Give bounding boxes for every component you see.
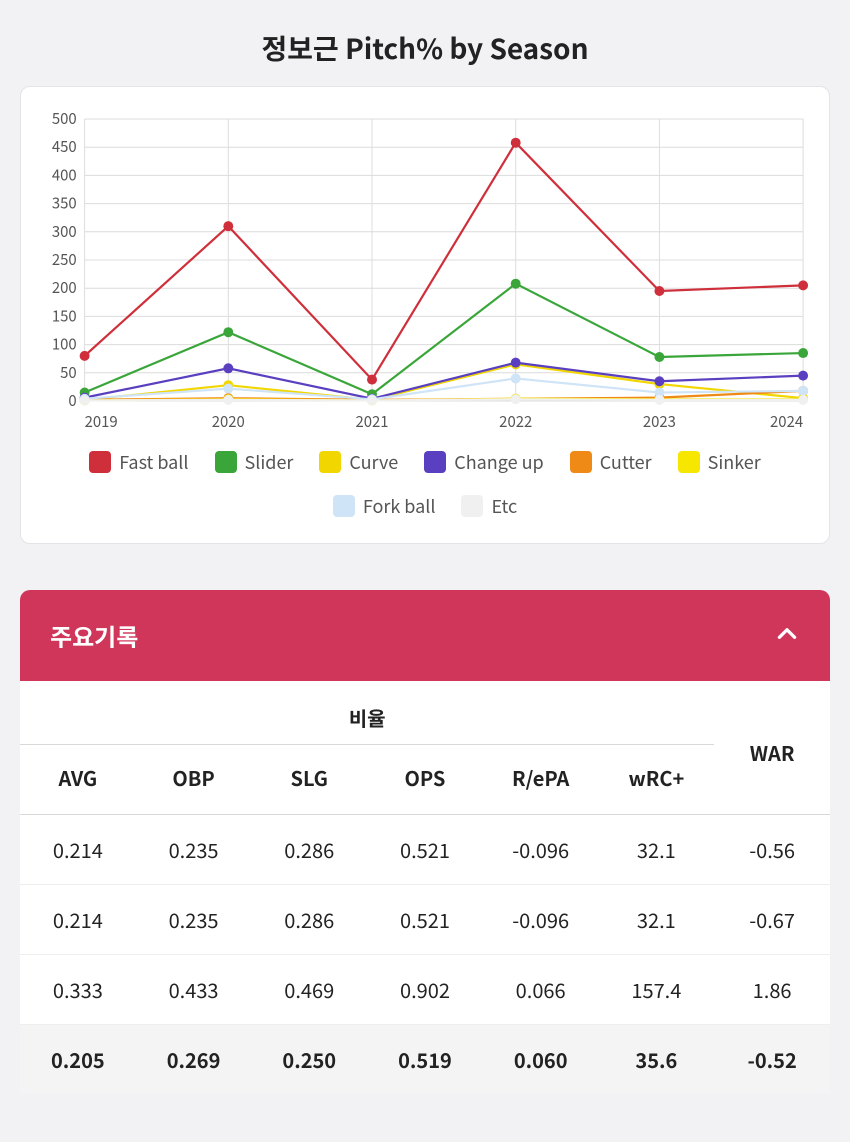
svg-text:2019: 2019 [85,411,118,432]
svg-text:500: 500 [52,108,77,129]
svg-text:300: 300 [52,221,77,242]
legend-swatch [89,451,111,473]
table-cell: 0.214 [20,815,136,885]
table-col-header: R/ePA [483,745,599,815]
stats-panel: 주요기록 비율 WAR AVGOBPSLGOPSR/ePAwRC+ 0.2140… [20,590,830,1094]
table-cell: 0.433 [136,955,252,1025]
stats-panel-title: 주요기록 [50,618,138,653]
table-cell: -0.096 [483,815,599,885]
table-row: 0.2050.2690.2500.5190.06035.6-0.52 [20,1025,830,1095]
legend-label: Fast ball [119,449,188,475]
legend-swatch [319,451,341,473]
table-cell: -0.67 [714,885,830,955]
legend-item[interactable]: Cutter [570,449,652,475]
svg-text:2024: 2024 [770,411,803,432]
legend-item[interactable]: Fork ball [333,493,436,519]
svg-text:2022: 2022 [499,411,532,432]
table-col-header: SLG [251,745,367,815]
table-cell: 0.235 [136,815,252,885]
legend-label: Slider [245,449,294,475]
legend-label: Sinker [708,449,761,475]
table-cell: 0.333 [20,955,136,1025]
legend-item[interactable]: Etc [461,493,517,519]
table-cell: 0.902 [367,955,483,1025]
legend-swatch [570,451,592,473]
table-col-header: OBP [136,745,252,815]
svg-text:50: 50 [60,362,77,383]
legend-swatch [678,451,700,473]
svg-text:100: 100 [52,334,77,355]
table-cell: 0.286 [251,885,367,955]
table-cell: 0.214 [20,885,136,955]
chart-title: 정보근 Pitch% by Season [0,0,850,86]
legend-label: Curve [349,449,398,475]
chart-card: 0 50 100 150 200 250 300 350 400 450 500 2019 2020 20… [20,86,830,544]
svg-text:400: 400 [52,164,77,185]
table-cell: -0.096 [483,885,599,955]
stats-table: 비율 WAR AVGOBPSLGOPSR/ePAwRC+ 0.2140.2350… [20,681,830,1094]
svg-text:450: 450 [52,136,77,157]
table-col-header: wRC+ [599,745,715,815]
table-cell: 1.86 [714,955,830,1025]
legend-item[interactable]: Sinker [678,449,761,475]
svg-text:250: 250 [52,249,77,270]
table-row: 0.2140.2350.2860.521-0.09632.1-0.67 [20,885,830,955]
table-row: 0.3330.4330.4690.9020.066157.41.86 [20,955,830,1025]
stats-panel-header[interactable]: 주요기록 [20,590,830,681]
table-cell: 0.469 [251,955,367,1025]
legend-swatch [424,451,446,473]
svg-text:350: 350 [52,193,77,214]
legend-swatch [461,495,483,517]
table-cell: 0.235 [136,885,252,955]
legend-item[interactable]: Fast ball [89,449,188,475]
svg-text:150: 150 [52,305,77,326]
table-cell: 0.269 [136,1025,252,1095]
table-cell: -0.52 [714,1025,830,1095]
legend-swatch [215,451,237,473]
table-cell: -0.56 [714,815,830,885]
svg-text:2023: 2023 [643,411,676,432]
table-cell: 0.250 [251,1025,367,1095]
table-cell: 32.1 [599,885,715,955]
table-cell: 35.6 [599,1025,715,1095]
table-cell: 157.4 [599,955,715,1025]
table-cell: 0.519 [367,1025,483,1095]
legend-swatch [333,495,355,517]
table-cell: 0.205 [20,1025,136,1095]
svg-text:2020: 2020 [212,411,245,432]
legend-label: Etc [491,493,517,519]
svg-text:2021: 2021 [355,411,388,432]
legend-item[interactable]: Slider [215,449,294,475]
chevron-up-icon [774,618,800,653]
table-row: 0.2140.2350.2860.521-0.09632.1-0.56 [20,815,830,885]
legend-label: Change up [454,449,543,475]
legend-item[interactable]: Change up [424,449,543,475]
table-group-header: 비율 [20,681,714,745]
table-col-war: WAR [714,681,830,815]
table-cell: 0.521 [367,885,483,955]
table-cell: 0.060 [483,1025,599,1095]
svg-text:200: 200 [52,277,77,298]
legend-label: Cutter [600,449,652,475]
table-cell: 32.1 [599,815,715,885]
table-col-header: OPS [367,745,483,815]
table-cell: 0.066 [483,955,599,1025]
table-cell: 0.521 [367,815,483,885]
table-col-header: AVG [20,745,136,815]
legend-label: Fork ball [363,493,436,519]
pitch-chart: 0 50 100 150 200 250 300 350 400 450 500 2019 2020 20… [33,105,817,435]
table-cell: 0.286 [251,815,367,885]
svg-text:0: 0 [68,390,76,411]
chart-legend: Fast ball Slider Curve Change up Cutter Sinke… [29,435,821,523]
legend-item[interactable]: Curve [319,449,398,475]
